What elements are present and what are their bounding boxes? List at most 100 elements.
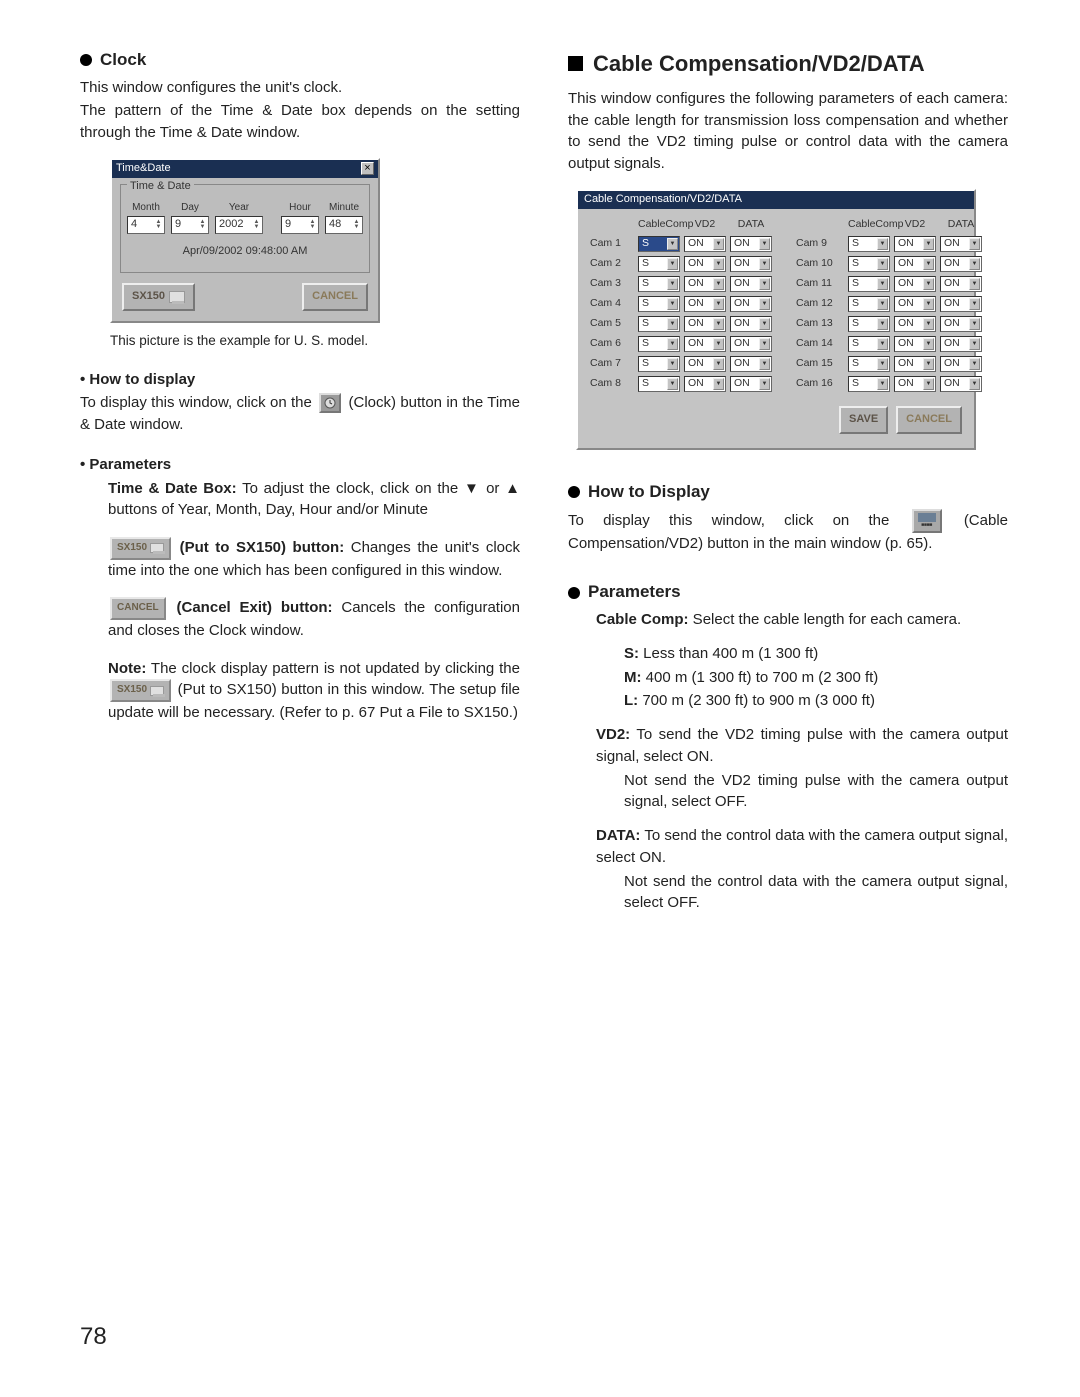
dropdown-select[interactable]: S▼ <box>848 236 890 252</box>
sx150-inline-button-2[interactable]: SX150 <box>110 679 171 702</box>
dialog-title-text: Time&Date <box>116 161 171 177</box>
close-icon[interactable]: × <box>361 162 374 175</box>
dropdown-select[interactable]: ON▼ <box>940 236 982 252</box>
chevron-down-icon: ▼ <box>923 318 934 330</box>
dropdown-select[interactable]: S▼ <box>638 256 680 272</box>
year-spinner[interactable]: 2002▲▼ <box>215 216 263 234</box>
dropdown-select[interactable]: ON▼ <box>940 356 982 372</box>
chevron-down-icon: ▼ <box>759 358 770 370</box>
chevron-down-icon: ▼ <box>969 258 980 270</box>
vd2-off: Not send the VD2 timing pulse with the c… <box>568 770 1008 814</box>
put-sx150-button[interactable]: SX150 <box>122 283 195 311</box>
dropdown-select[interactable]: ON▼ <box>684 336 726 352</box>
dropdown-select[interactable]: ON▼ <box>684 276 726 292</box>
dropdown-select[interactable]: S▼ <box>638 296 680 312</box>
dropdown-select[interactable]: S▼ <box>638 336 680 352</box>
dropdown-select[interactable]: ON▼ <box>684 296 726 312</box>
cancel-button[interactable]: CANCEL <box>302 283 368 311</box>
chevron-down-icon: ▼ <box>877 338 888 350</box>
chevron-down-icon: ▼ <box>969 238 980 250</box>
year-label: Year <box>215 201 263 216</box>
dropdown-select[interactable]: ON▼ <box>730 356 772 372</box>
chevron-down-icon: ▼ <box>759 338 770 350</box>
parameters-heading: • Parameters <box>80 454 520 476</box>
hour-spinner[interactable]: 9▲▼ <box>281 216 319 234</box>
dropdown-select[interactable]: S▼ <box>638 376 680 392</box>
time-date-box-param: Time & Date Box: To adjust the clock, cl… <box>80 478 520 522</box>
dropdown-select[interactable]: S▼ <box>638 276 680 292</box>
dropdown-select[interactable]: ON▼ <box>940 336 982 352</box>
dropdown-select[interactable]: ON▼ <box>730 256 772 272</box>
dropdown-select[interactable]: ON▼ <box>730 276 772 292</box>
month-spinner[interactable]: 4▲▼ <box>127 216 165 234</box>
chevron-down-icon: ▼ <box>667 258 678 270</box>
save-button[interactable]: SAVE <box>839 406 888 434</box>
dropdown-select[interactable]: ON▼ <box>894 236 936 252</box>
dropdown-select[interactable]: S▼ <box>638 356 680 372</box>
heading-clock-text: Clock <box>100 48 146 73</box>
dropdown-select[interactable]: ON▼ <box>940 376 982 392</box>
dropdown-select[interactable]: ON▼ <box>894 356 936 372</box>
dropdown-select[interactable]: ON▼ <box>940 256 982 272</box>
dropdown-select[interactable]: ON▼ <box>940 316 982 332</box>
dropdown-select[interactable]: S▼ <box>848 276 890 292</box>
dropdown-select[interactable]: ON▼ <box>894 276 936 292</box>
dropdown-select[interactable]: ON▼ <box>684 376 726 392</box>
dropdown-select[interactable]: ON▼ <box>684 316 726 332</box>
chevron-down-icon: ▼ <box>759 238 770 250</box>
dropdown-select[interactable]: ON▼ <box>894 256 936 272</box>
camera-label: Cam 9 <box>796 236 844 251</box>
sx150-mini-icon <box>150 543 164 553</box>
dropdown-select[interactable]: ON▼ <box>730 336 772 352</box>
dropdown-select[interactable]: S▼ <box>848 296 890 312</box>
cancel-inline-button[interactable]: CANCEL <box>110 597 166 620</box>
dropdown-select[interactable]: ON▼ <box>894 296 936 312</box>
dropdown-select[interactable]: ON▼ <box>730 236 772 252</box>
dropdown-select[interactable]: S▼ <box>848 316 890 332</box>
dropdown-select[interactable]: S▼ <box>848 256 890 272</box>
dropdown-select[interactable]: ON▼ <box>894 376 936 392</box>
square-bullet-icon <box>568 56 583 71</box>
sx150-inline-button[interactable]: SX150 <box>110 537 171 560</box>
camera-label: Cam 14 <box>796 336 844 351</box>
dropdown-select[interactable]: ON▼ <box>684 356 726 372</box>
chevron-down-icon: ▼ <box>877 318 888 330</box>
sx150-icon <box>169 291 185 303</box>
dropdown-select[interactable]: S▼ <box>848 336 890 352</box>
camera-label: Cam 11 <box>796 276 844 291</box>
cable-comp-grid: CableCompVD2DATACableCompVD2DATACam 1S▼O… <box>590 217 962 392</box>
dropdown-select[interactable]: S▼ <box>638 236 680 252</box>
camera-label: Cam 15 <box>796 356 844 371</box>
dropdown-select[interactable]: S▼ <box>848 376 890 392</box>
cable-comp-icon[interactable]: ■■■■ <box>912 509 942 533</box>
chevron-down-icon: ▼ <box>713 258 724 270</box>
dropdown-select[interactable]: S▼ <box>638 316 680 332</box>
dropdown-select[interactable]: ON▼ <box>730 316 772 332</box>
how-to-display-heading: • How to display <box>80 369 520 391</box>
chevron-down-icon: ▼ <box>759 298 770 310</box>
dropdown-select[interactable]: ON▼ <box>684 236 726 252</box>
column-header: VD2 <box>894 217 936 232</box>
dropdown-select[interactable]: ON▼ <box>894 316 936 332</box>
dropdown-select[interactable]: ON▼ <box>894 336 936 352</box>
dropdown-select[interactable]: ON▼ <box>730 376 772 392</box>
day-spinner[interactable]: 9▲▼ <box>171 216 209 234</box>
dropdown-select[interactable]: ON▼ <box>940 296 982 312</box>
column-header: DATA <box>940 217 982 232</box>
heading-how-to-display: How to Display <box>568 480 1008 505</box>
cancel-button-2[interactable]: CANCEL <box>896 406 962 434</box>
column-header: CableComp <box>848 217 890 232</box>
dropdown-select[interactable]: ON▼ <box>730 296 772 312</box>
clock-icon[interactable] <box>319 393 341 413</box>
chevron-down-icon: ▼ <box>759 278 770 290</box>
chevron-down-icon: ▼ <box>759 318 770 330</box>
minute-spinner[interactable]: 48▲▼ <box>325 216 363 234</box>
chevron-down-icon: ▼ <box>877 298 888 310</box>
data-param: DATA: To send the control data with the … <box>568 825 1008 869</box>
minute-label: Minute <box>325 201 363 216</box>
chevron-down-icon: ▼ <box>667 318 678 330</box>
dropdown-select[interactable]: ON▼ <box>684 256 726 272</box>
dropdown-select[interactable]: S▼ <box>848 356 890 372</box>
dropdown-select[interactable]: ON▼ <box>940 276 982 292</box>
camera-label: Cam 13 <box>796 316 844 331</box>
